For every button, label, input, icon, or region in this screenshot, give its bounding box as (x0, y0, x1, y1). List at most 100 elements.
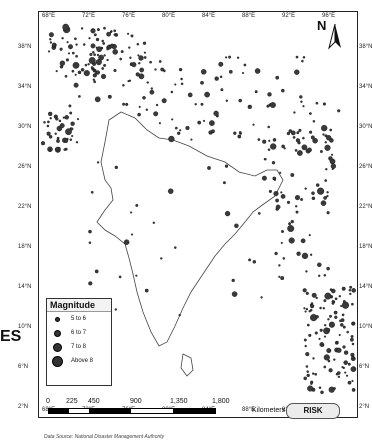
epicentre-dot (345, 374, 349, 377)
epicentre-dot (110, 43, 114, 48)
epicentre-dot (143, 56, 147, 59)
epicentre-dot (75, 141, 79, 144)
epicentre-dot (333, 310, 338, 315)
epicentre-dot (304, 344, 307, 348)
epicentre-dot (347, 362, 351, 366)
epicentre-dot (288, 237, 295, 244)
scale-tick: 1,800 (212, 398, 230, 405)
legend-item-label: Above 8 (71, 358, 94, 364)
epicentre-dot (90, 28, 96, 34)
sri-lanka-outline (180, 353, 194, 377)
epicentre-dot (351, 388, 356, 392)
epicentre-dot (218, 61, 224, 67)
epicentre-dot (324, 141, 327, 144)
epicentre-dot (273, 191, 279, 197)
epicentre-dot (294, 69, 300, 75)
epicentre-dot (278, 264, 281, 267)
latitude-label: 26°N (359, 164, 372, 170)
epicentre-dot (75, 43, 78, 46)
latitude-label: 6°N (359, 364, 370, 370)
epicentre-dot (306, 323, 310, 327)
epicentre-dot (150, 87, 153, 90)
epicentre-dot (261, 175, 267, 181)
epicentre-dot (331, 288, 336, 294)
epicentre-dot (318, 274, 321, 277)
epicentre-dot (324, 292, 332, 300)
magnitude-legend: Magnitude 5 to 6 6 to 7 7 to 8 Above 8 (46, 298, 112, 386)
epicentre-dot (310, 302, 314, 305)
epicentre-dot (340, 304, 343, 308)
epicentre-dot (177, 131, 181, 135)
epicentre-dot (163, 69, 166, 72)
latitude-label: 14°N (359, 284, 372, 290)
epicentre-dot (280, 194, 286, 199)
epicentre-dot (310, 382, 313, 385)
epicentre-dot (122, 102, 126, 106)
epicentre-dot (297, 150, 303, 156)
epicentre-dot (315, 101, 319, 105)
epicentre-dot (280, 241, 283, 244)
epicentre-dot (56, 139, 60, 143)
latitude-label: 38°N (18, 44, 32, 50)
epicentre-dot (312, 120, 316, 123)
epicentre-dot (59, 47, 63, 51)
epicentre-dot (114, 165, 118, 170)
epicentre-dot (323, 299, 327, 303)
latitude-label: 10°N (18, 324, 32, 330)
scale-tick: 225 (66, 398, 78, 405)
epicentre-dot (63, 148, 66, 151)
epicentre-dot (180, 77, 183, 81)
epicentre-dot (210, 129, 215, 134)
epicentre-dot (78, 95, 81, 98)
epicentre-dot (138, 73, 145, 80)
epicentre-dot (228, 55, 232, 59)
epicentre-dot (324, 324, 327, 327)
epicentre-dot (171, 118, 174, 121)
epicentre-dot (323, 196, 327, 200)
epicentre-dot (287, 225, 295, 232)
epicentre-dot (310, 304, 315, 309)
epicentre-dot (178, 67, 183, 72)
latitude-label: 26°N (18, 164, 32, 170)
epicentre-dot (305, 307, 309, 311)
data-source-note: Data Source: National Disaster Managemen… (44, 434, 165, 440)
epicentre-dot (314, 372, 318, 376)
epicentre-dot (101, 39, 104, 43)
epicentre-dot (94, 96, 101, 103)
epicentre-dot (337, 109, 341, 113)
epicentre-dot (225, 56, 228, 59)
epicentre-dot (279, 171, 282, 174)
epicentre-dot (138, 55, 144, 61)
epicentre-dot (238, 98, 242, 103)
epicentre-dot (326, 194, 329, 198)
scale-tick: 450 (88, 398, 100, 405)
epicentre-dot (304, 187, 307, 190)
epicentre-dot (344, 371, 347, 374)
epicentre-dot (309, 130, 313, 134)
epicentre-dot (202, 119, 206, 122)
epicentre-dot (220, 88, 224, 92)
epicentre-dot (113, 33, 117, 37)
epicentre-dot (88, 37, 91, 40)
epicentre-dot (54, 132, 57, 135)
epicentre-dot (331, 167, 334, 171)
epicentre-dot (305, 291, 309, 295)
latitude-label: 18°N (359, 244, 372, 250)
epicentre-dot (67, 52, 71, 55)
epicentre-dot (335, 340, 339, 344)
epicentre-dot (315, 315, 319, 319)
epicentre-dot (334, 297, 338, 301)
epicentre-dot (303, 338, 307, 342)
epicentre-dot (233, 131, 237, 135)
longitude-label: 88°E (242, 407, 256, 413)
epicentre-dot (281, 144, 285, 149)
epicentre-dot (328, 368, 333, 373)
epicentre-dot (89, 52, 93, 57)
epicentre-dot (295, 138, 300, 143)
epicentre-dot (343, 350, 349, 355)
epicentre-dot (48, 149, 52, 152)
epicentre-dot (160, 257, 163, 260)
epicentre-dot (349, 292, 352, 296)
latitude-label: 34°N (359, 84, 372, 90)
epicentre-dot (274, 251, 278, 256)
